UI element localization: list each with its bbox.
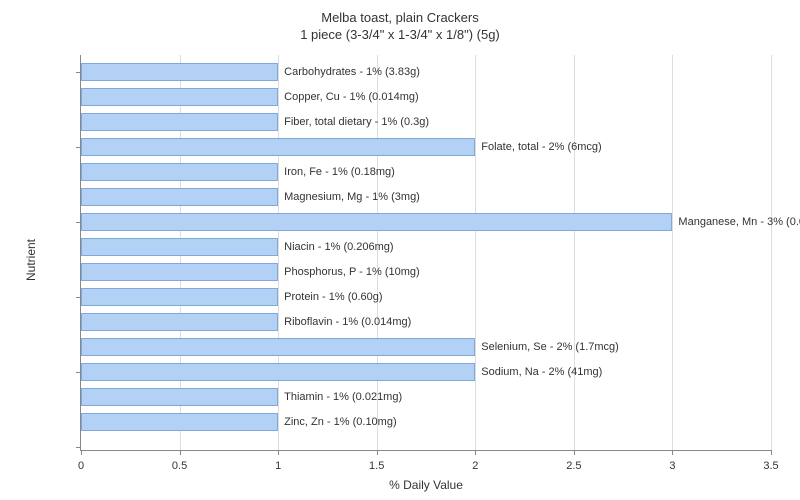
x-tick-label: 0.5	[172, 460, 187, 472]
title-line-2: 1 piece (3-3/4" x 1-3/4" x 1/8") (5g)	[0, 27, 800, 44]
x-tick	[771, 450, 772, 455]
x-tick	[180, 450, 181, 455]
nutrient-bar	[81, 188, 278, 206]
gridline	[771, 55, 772, 450]
plot-area: Nutrient % Daily Value 00.511.522.533.5C…	[80, 55, 771, 451]
nutrient-bar-label: Sodium, Na - 2% (41mg)	[475, 363, 602, 381]
x-tick-label: 1.5	[369, 460, 384, 472]
nutrient-bar	[81, 363, 475, 381]
nutrient-bar-label: Niacin - 1% (0.206mg)	[278, 238, 393, 256]
x-tick	[475, 450, 476, 455]
nutrient-bar-label: Iron, Fe - 1% (0.18mg)	[278, 163, 395, 181]
gridline	[574, 55, 575, 450]
nutrient-bar	[81, 413, 278, 431]
nutrient-bar	[81, 113, 278, 131]
nutrient-bar	[81, 313, 278, 331]
title-line-1: Melba toast, plain Crackers	[0, 10, 800, 27]
nutrient-bar	[81, 338, 475, 356]
nutrient-bar	[81, 63, 278, 81]
nutrient-bar-label: Phosphorus, P - 1% (10mg)	[278, 263, 420, 281]
gridline	[475, 55, 476, 450]
x-tick-label: 0	[78, 460, 84, 472]
nutrient-bar-label: Folate, total - 2% (6mcg)	[475, 138, 601, 156]
nutrient-bar	[81, 288, 278, 306]
nutrient-bar-label: Copper, Cu - 1% (0.014mg)	[278, 88, 419, 106]
x-tick-label: 3.5	[763, 460, 778, 472]
x-tick	[672, 450, 673, 455]
nutrient-bar-label: Manganese, Mn - 3% (0.056mg)	[672, 213, 800, 231]
nutrient-bar-label: Carbohydrates - 1% (3.83g)	[278, 63, 420, 81]
x-axis-label: % Daily Value	[389, 478, 463, 492]
nutrient-bar-label: Selenium, Se - 2% (1.7mcg)	[475, 338, 619, 356]
nutrient-bar	[81, 163, 278, 181]
nutrient-bar	[81, 263, 278, 281]
nutrient-bar	[81, 213, 672, 231]
nutrient-bar	[81, 88, 278, 106]
nutrient-bar-label: Protein - 1% (0.60g)	[278, 288, 382, 306]
y-axis-label: Nutrient	[24, 238, 38, 280]
nutrient-bar	[81, 388, 278, 406]
nutrient-chart: Melba toast, plain Crackers 1 piece (3-3…	[0, 0, 800, 500]
nutrient-bar-label: Magnesium, Mg - 1% (3mg)	[278, 188, 420, 206]
y-tick	[76, 447, 81, 448]
x-tick	[574, 450, 575, 455]
nutrient-bar	[81, 138, 475, 156]
x-tick	[377, 450, 378, 455]
nutrient-bar	[81, 238, 278, 256]
x-tick-label: 1	[275, 460, 281, 472]
x-tick	[278, 450, 279, 455]
nutrient-bar-label: Riboflavin - 1% (0.014mg)	[278, 313, 411, 331]
x-tick-label: 2	[472, 460, 478, 472]
x-tick	[81, 450, 82, 455]
chart-title: Melba toast, plain Crackers 1 piece (3-3…	[0, 0, 800, 44]
x-tick-label: 2.5	[566, 460, 581, 472]
x-tick-label: 3	[669, 460, 675, 472]
gridline	[672, 55, 673, 450]
nutrient-bar-label: Zinc, Zn - 1% (0.10mg)	[278, 413, 396, 431]
nutrient-bar-label: Fiber, total dietary - 1% (0.3g)	[278, 113, 429, 131]
nutrient-bar-label: Thiamin - 1% (0.021mg)	[278, 388, 402, 406]
